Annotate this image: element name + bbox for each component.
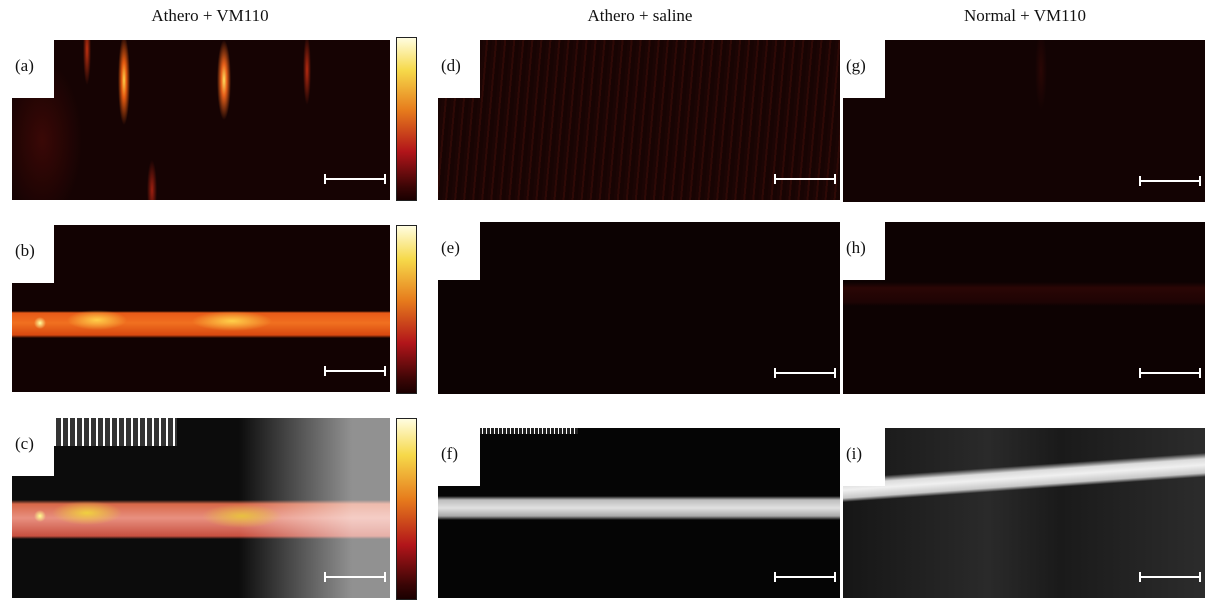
column-title: Athero + VM110 [60,6,360,26]
image-panel: (i) [843,428,1205,598]
panel-label: (a) [15,56,34,76]
panel-label-box: (g) [843,40,885,98]
image-panel: (g) [843,40,1205,202]
scale-bar [324,370,386,372]
panel-label-box: (d) [438,40,480,98]
scale-bar [774,372,836,374]
image-panel: (c) [12,418,390,598]
panel-label: (e) [441,238,460,258]
image-panel: (f) [438,428,840,598]
panel-label: (i) [846,444,862,464]
panel-label: (d) [441,56,461,76]
scale-bar [1139,372,1201,374]
panel-label-box: (c) [12,418,54,476]
image-panel: (e) [438,222,840,394]
scale-bar [1139,180,1201,182]
colorbar [396,225,417,394]
image-panel: (a) [12,40,390,200]
panel-label-box: (h) [843,222,885,280]
panel-label: (g) [846,56,866,76]
figure: Athero + VM110 (a) (b) (c) Athero + saline (d… [0,0,1205,601]
panel-label: (c) [15,434,34,454]
column-title: Normal + VM110 [875,6,1175,26]
panel-label: (b) [15,241,35,261]
scale-bar [1139,576,1201,578]
colorbar [396,37,417,201]
image-panel: (d) [438,40,840,200]
image-panel: (h) [843,222,1205,394]
scale-bar [774,178,836,180]
panel-label-box: (f) [438,428,480,486]
scale-bar [324,576,386,578]
panel-label-box: (e) [438,222,480,280]
panel-label: (h) [846,238,866,258]
image-panel: (b) [12,225,390,392]
colorbar [396,418,417,600]
panel-label-box: (i) [843,428,885,486]
scale-bar [774,576,836,578]
panel-label-box: (a) [12,40,54,98]
column-title: Athero + saline [490,6,790,26]
panel-label-box: (b) [12,225,54,283]
scale-bar [324,178,386,180]
panel-label: (f) [441,444,458,464]
